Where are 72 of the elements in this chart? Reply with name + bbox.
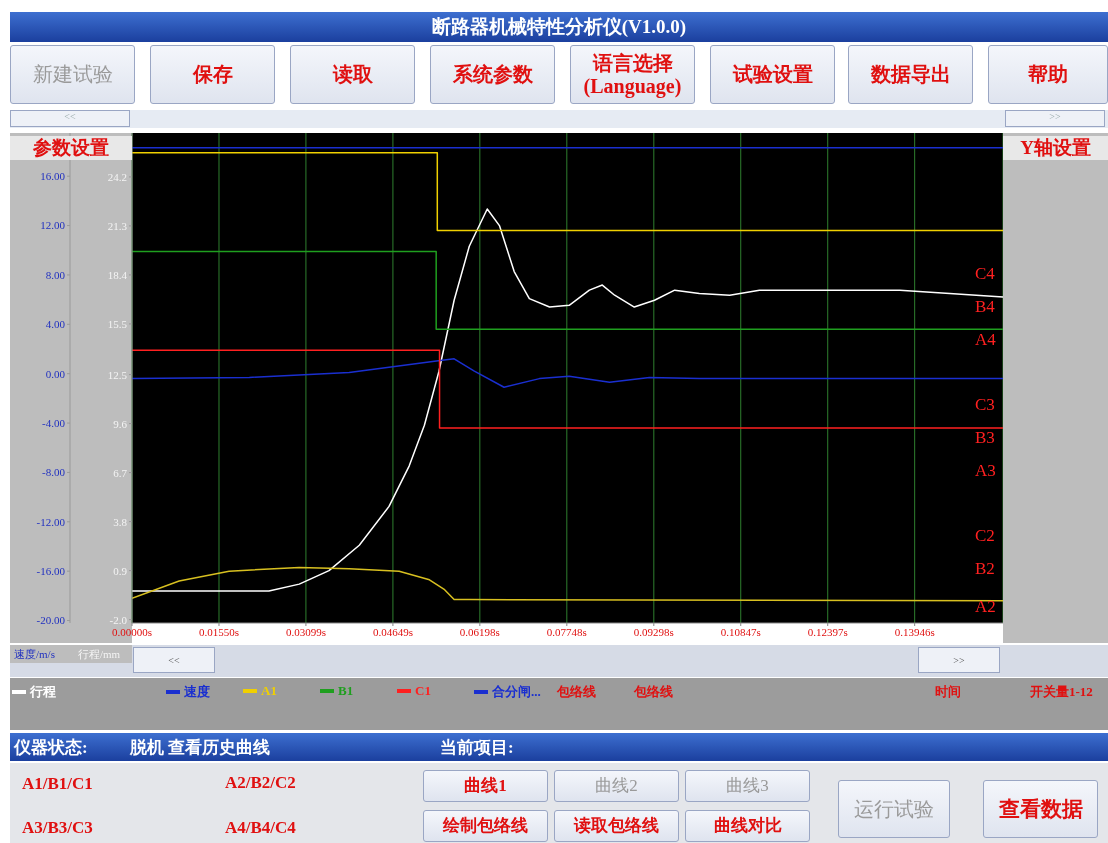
annotation: C3 xyxy=(975,395,995,415)
x-tick-label: 0.07748s xyxy=(546,625,587,638)
line-series xyxy=(132,358,1003,389)
x-tick-label: 0.04649s xyxy=(372,625,413,638)
x-tick-label: 0.10847s xyxy=(720,625,761,638)
x-tick-label: 0.09298s xyxy=(633,625,674,638)
text: 数据导出 xyxy=(848,45,973,104)
text: 曲线2 xyxy=(554,770,679,802)
x-tick-label: 0.01550s xyxy=(198,625,239,638)
legend-label: A1 xyxy=(261,683,277,699)
y-tick-label: -4.00 xyxy=(42,416,66,429)
text: << xyxy=(133,647,215,673)
text: 当前项目: xyxy=(440,737,514,759)
y-tick-label: 16.00 xyxy=(40,170,66,183)
text: Y轴设置 xyxy=(1003,136,1108,160)
text: 绘制包络线 xyxy=(423,810,548,842)
annotation: A2 xyxy=(975,597,996,617)
text: A3/B3/C3 xyxy=(22,818,93,838)
text: >> xyxy=(918,647,1000,673)
text: 查看数据 xyxy=(983,780,1098,838)
y-tick-label: 8.00 xyxy=(45,268,66,281)
annotation: B2 xyxy=(975,559,995,579)
x-tick-label: 0.00000s xyxy=(111,625,153,638)
legend-label: B1 xyxy=(338,683,354,699)
text: 运行试验 xyxy=(838,780,950,838)
x-tick-label: 0.03099s xyxy=(285,625,326,638)
text: 包络线 xyxy=(557,683,596,701)
x-tick-label: 0.06198s xyxy=(459,625,500,638)
y-tick-label: 4.00 xyxy=(45,318,66,331)
annotation: A4 xyxy=(975,330,996,350)
text: 帮助 xyxy=(988,45,1108,104)
line-series xyxy=(132,208,1003,592)
text: 新建试验 xyxy=(10,45,135,104)
chart-title: 断路器机械特性分析仪(V1.0.0) xyxy=(10,12,1108,42)
annotation: C4 xyxy=(975,264,995,284)
text: 读取 xyxy=(290,45,415,104)
text: 曲线3 xyxy=(685,770,810,802)
legend-label: 合分闸... xyxy=(492,683,541,701)
y-tick-label: -8.00 xyxy=(42,466,66,479)
x-tick-label: 0.12397s xyxy=(807,625,848,638)
y-tick-label: -20.00 xyxy=(36,614,66,627)
text: 系统参数 xyxy=(430,45,555,104)
y-tick-label: -12.00 xyxy=(36,515,66,528)
text: A2/B2/C2 xyxy=(225,773,296,793)
text: 仪器状态: xyxy=(14,737,88,759)
text: 保存 xyxy=(150,45,275,104)
text: 包络线 xyxy=(634,683,673,701)
legend-label: C1 xyxy=(415,683,431,699)
text: A4/B4/C4 xyxy=(225,818,296,838)
y-tick-label: 12.00 xyxy=(40,219,66,232)
legend-label: 速度 xyxy=(184,683,210,701)
y-tick-label: -16.00 xyxy=(36,565,66,578)
annotation: B3 xyxy=(975,428,995,448)
text: 脱机 查看历史曲线 xyxy=(130,737,271,759)
annotation: A3 xyxy=(975,461,996,481)
text: A1/B1/C1 xyxy=(22,774,93,794)
text: >> xyxy=(1005,110,1105,127)
text: 试验设置 xyxy=(710,45,835,104)
y-tick-label: 0.00 xyxy=(45,367,66,380)
text: << xyxy=(10,110,130,127)
text: 语言选择(Language) xyxy=(570,45,695,104)
text: 时间 xyxy=(935,683,961,701)
text: 开关量1-12 xyxy=(1030,683,1093,701)
annotation: B4 xyxy=(975,297,995,317)
text: 曲线1 xyxy=(423,770,548,802)
x-tick-label: 0.13946s xyxy=(894,625,935,638)
legend-label: 行程 xyxy=(30,683,56,701)
annotation: C2 xyxy=(975,526,995,546)
text: 曲线对比 xyxy=(685,810,810,842)
y-axis-title: 速度/m/s xyxy=(14,647,55,662)
text: 参数设置 xyxy=(10,136,132,160)
text: 读取包络线 xyxy=(554,810,679,842)
